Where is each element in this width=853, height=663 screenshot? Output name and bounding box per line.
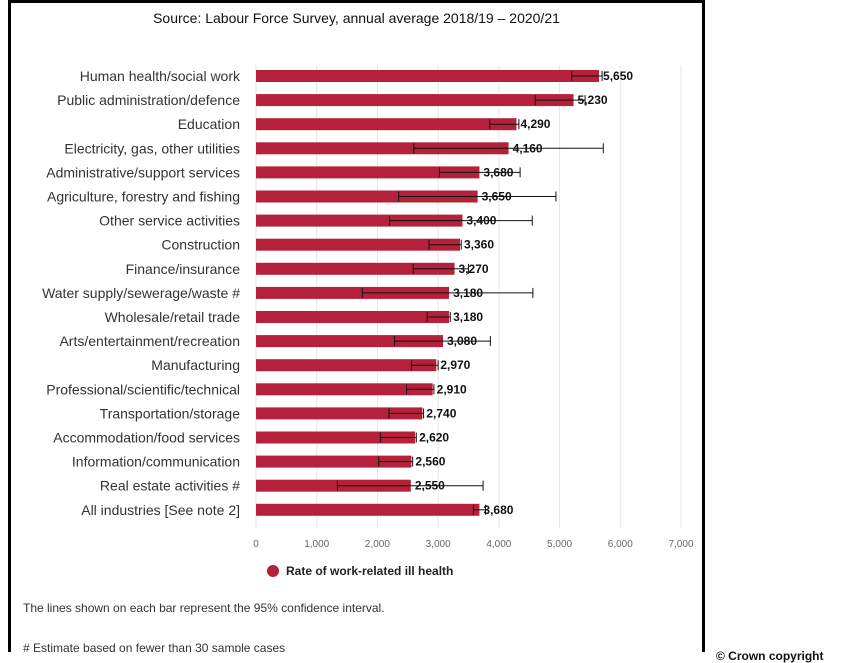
ci-note: The lines shown on each bar represent th… (23, 601, 385, 615)
legend-marker (267, 565, 279, 577)
category-label: Information/communication (72, 454, 240, 470)
category-label: Manufacturing (151, 357, 240, 373)
x-tick-label: 2,000 (365, 539, 390, 550)
bar (256, 142, 509, 155)
value-label: 3,360 (464, 238, 494, 252)
value-label: 2,550 (415, 479, 445, 493)
bar (256, 238, 460, 251)
x-tick-label: 4,000 (486, 539, 511, 550)
category-label: Finance/insurance (126, 261, 241, 277)
bar (256, 118, 517, 131)
value-label: 3,180 (453, 286, 483, 300)
value-label: 2,560 (415, 455, 445, 469)
bar (256, 431, 416, 444)
value-label: 4,160 (513, 141, 543, 155)
value-label: 5,230 (578, 93, 608, 107)
value-label: 4,290 (520, 117, 550, 131)
category-label: Public administration/defence (57, 92, 240, 108)
bar (256, 70, 600, 82)
category-label: Education (178, 116, 240, 132)
category-label: Wholesale/retail trade (105, 309, 241, 325)
bar (256, 335, 443, 348)
category-label: Other service activities (99, 213, 240, 229)
bar (256, 359, 437, 372)
category-label: Arts/entertainment/recreation (59, 333, 240, 349)
chart-source: Source: Labour Force Survey, annual aver… (153, 10, 560, 26)
category-label: Real estate activities # (100, 478, 240, 494)
bar (256, 407, 423, 420)
x-tick-label: 7,000 (668, 539, 693, 550)
legend-label: Rate of work-related ill health (286, 564, 453, 578)
copyright-text: © Crown copyright (716, 649, 824, 663)
value-label: 3,680 (483, 503, 513, 517)
category-label: Accommodation/food services (53, 430, 240, 446)
chart-panel: Source: Labour Force Survey, annual aver… (8, 0, 705, 652)
category-label: Electricity, gas, other utilities (64, 140, 240, 156)
bar-chart: Human health/social work Public administr… (42, 65, 694, 578)
bar (256, 214, 463, 227)
value-label: 3,080 (447, 334, 477, 348)
x-tick-label: 5,000 (547, 539, 572, 550)
value-label: 2,620 (419, 431, 449, 445)
bar (256, 383, 433, 396)
value-label: 3,400 (466, 214, 496, 228)
category-label: All industries [See note 2] (81, 502, 240, 518)
bar (256, 190, 478, 203)
bar (256, 311, 450, 323)
bar (256, 166, 480, 179)
value-label: 2,970 (440, 358, 470, 372)
x-tick-label: 0 (253, 539, 259, 550)
category-label: Transportation/storage (100, 405, 241, 421)
category-label: Water supply/sewerage/waste # (42, 285, 240, 301)
sample-note: # Estimate based on fewer than 30 sample… (23, 641, 286, 652)
category-label: Professional/scientific/technical (46, 381, 240, 397)
category-label: Administrative/support services (46, 164, 240, 180)
value-label: 3,680 (483, 165, 513, 179)
x-tick-label: 3,000 (426, 539, 451, 550)
x-tick-label: 1,000 (304, 539, 329, 550)
bar (256, 479, 411, 492)
value-label: 5,650 (603, 69, 633, 83)
category-label: Agriculture, forestry and fishing (47, 189, 240, 205)
bar (256, 286, 450, 299)
bar (256, 455, 412, 468)
x-tick-label: 6,000 (608, 539, 633, 550)
bar (256, 262, 455, 275)
value-label: 3,650 (482, 190, 512, 204)
category-label: Human health/social work (80, 68, 241, 84)
value-label: 3,180 (453, 310, 483, 324)
bar (256, 503, 480, 516)
value-label: 3,270 (459, 262, 489, 276)
value-label: 2,910 (437, 382, 467, 396)
category-label: Construction (161, 237, 240, 253)
value-label: 2,740 (426, 406, 456, 420)
bar (256, 94, 574, 107)
